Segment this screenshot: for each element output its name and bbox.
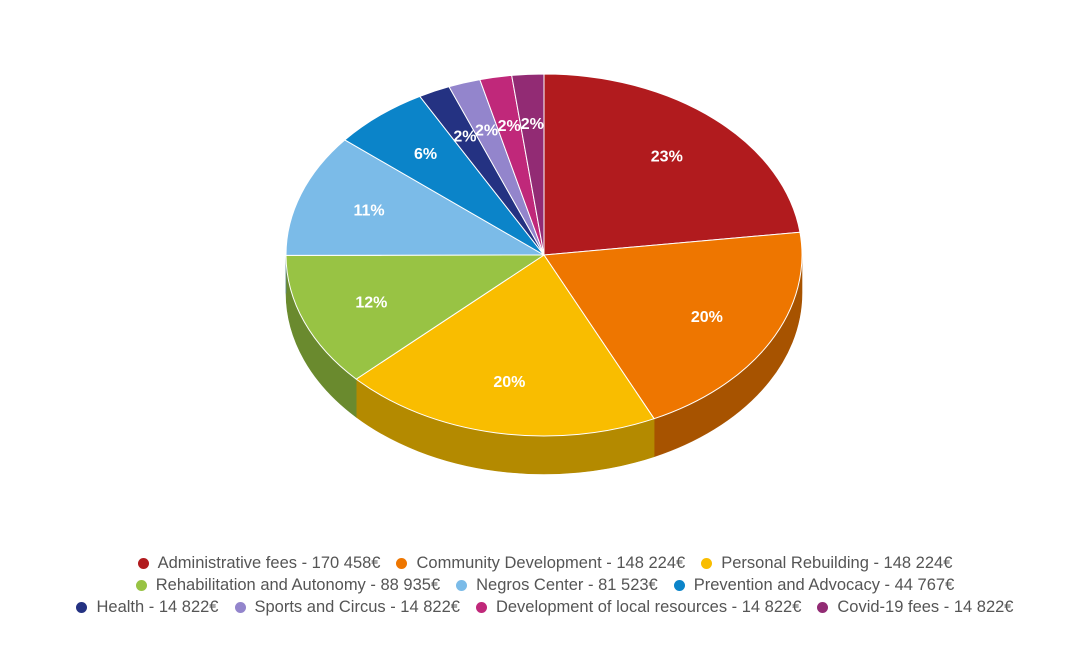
legend-swatch bbox=[701, 557, 713, 569]
legend-label: Covid-19 fees - 14 822€ bbox=[837, 597, 1014, 616]
legend-item: Community Development - 148 224€ bbox=[396, 554, 685, 573]
pie-percent-label-9: 2% bbox=[521, 116, 544, 133]
legend-swatch bbox=[234, 601, 246, 613]
legend-item: Negros Center - 81 523€ bbox=[456, 576, 658, 595]
legend-label: Sports and Circus - 14 822€ bbox=[254, 597, 460, 616]
pie-slice-0 bbox=[543, 73, 801, 256]
legend-item: Development of local resources - 14 822€ bbox=[475, 597, 802, 617]
legend-item: Sports and Circus - 14 822€ bbox=[234, 597, 460, 617]
pie-percent-label-1: 20% bbox=[691, 309, 723, 326]
legend-swatch bbox=[76, 601, 88, 613]
legend-swatch bbox=[673, 579, 685, 591]
legend-swatch bbox=[137, 557, 149, 569]
pie-slice-9 bbox=[511, 73, 545, 256]
legend-swatch bbox=[475, 601, 487, 613]
pie-percent-label-7: 2% bbox=[475, 122, 498, 139]
pie-slice-3 bbox=[285, 254, 545, 380]
legend-label: Health - 14 822€ bbox=[96, 597, 219, 616]
pie-top-slices bbox=[285, 73, 803, 437]
pie-percent-label-8: 2% bbox=[498, 118, 521, 135]
legend-label: Prevention and Advocacy - 44 767€ bbox=[693, 575, 955, 594]
pie-slice-2 bbox=[355, 254, 655, 437]
legend-label: Community Development - 148 224€ bbox=[416, 553, 686, 572]
pie-slice-1 bbox=[543, 231, 803, 420]
pie-percent-label-6: 2% bbox=[453, 128, 476, 145]
pie-chart-svg: 23%20%20%12%11%6%2%2% 2% 2% bbox=[285, 73, 803, 475]
legend-item: Rehabilitation and Autonomy - 88 935€ bbox=[135, 575, 441, 595]
pie-percent-label-3: 12% bbox=[355, 294, 387, 311]
legend-swatch bbox=[396, 557, 408, 569]
chart-legend: Administrative fees - 170 458€ Community … bbox=[0, 552, 1090, 618]
pie-percent-label-5: 6% bbox=[414, 146, 437, 163]
pie-slice-4 bbox=[285, 139, 545, 256]
legend-label: Development of local resources - 14 822€ bbox=[495, 597, 802, 616]
legend-item: Covid-19 fees - 14 822€ bbox=[817, 597, 1014, 617]
pie-chart: 23% 20% 20% 12% 11% 6% 2% 2% 2% 2% bbox=[285, 73, 803, 475]
legend-row: Administrative fees - 170 458€ Community … bbox=[0, 552, 1090, 574]
legend-label: Rehabilitation and Autonomy - 88 935€ bbox=[155, 575, 441, 594]
legend-item: Personal Rebuilding - 148 224€ bbox=[701, 554, 952, 573]
legend-item: Health - 14 822€ bbox=[76, 597, 219, 617]
legend-row: Health - 14 822€ Sports and Circus - 14 8… bbox=[0, 596, 1090, 618]
legend-item: Administrative fees - 170 458€ bbox=[137, 553, 381, 573]
pie-percent-labels: 23%20%20%12%11%6%2%2% 2% 2% bbox=[354, 116, 723, 391]
legend-item: Prevention and Advocacy - 44 767€ bbox=[673, 575, 955, 595]
legend-label: Personal Rebuilding - 148 224€ bbox=[721, 553, 953, 572]
legend-swatch bbox=[817, 601, 829, 613]
pie-percent-label-4: 11% bbox=[354, 202, 385, 219]
pie-percent-label-0: 23% bbox=[651, 148, 683, 165]
legend-row: Rehabilitation and Autonomy - 88 935€ Neg… bbox=[0, 574, 1090, 596]
legend-label: Administrative fees - 170 458€ bbox=[157, 553, 381, 572]
pie-percent-label-2: 20% bbox=[493, 374, 525, 391]
legend-swatch bbox=[456, 579, 468, 591]
legend-label: Negros Center - 81 523€ bbox=[476, 575, 658, 594]
legend-swatch bbox=[135, 579, 147, 591]
